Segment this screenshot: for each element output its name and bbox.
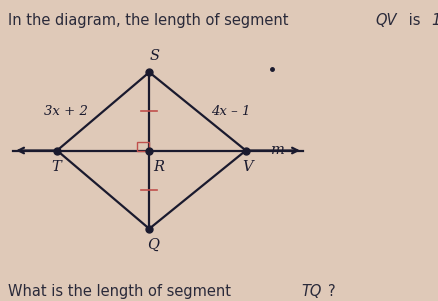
Text: TQ: TQ [301, 284, 321, 299]
Text: m: m [270, 144, 284, 157]
Text: V: V [241, 160, 252, 174]
Text: QV: QV [375, 13, 396, 28]
Text: Q: Q [146, 238, 159, 252]
Text: is: is [403, 13, 424, 28]
Text: R: R [153, 160, 164, 174]
Text: 3x + 2: 3x + 2 [44, 105, 88, 118]
Text: 15: 15 [430, 13, 438, 28]
Text: ?: ? [327, 284, 335, 299]
Bar [137, 142, 149, 150]
Text: In the diagram, the length of segment: In the diagram, the length of segment [8, 13, 292, 28]
Text: What is the length of segment: What is the length of segment [8, 284, 235, 299]
Text: 4x – 1: 4x – 1 [210, 105, 250, 118]
Text: S: S [149, 49, 159, 63]
Text: T: T [51, 160, 60, 174]
